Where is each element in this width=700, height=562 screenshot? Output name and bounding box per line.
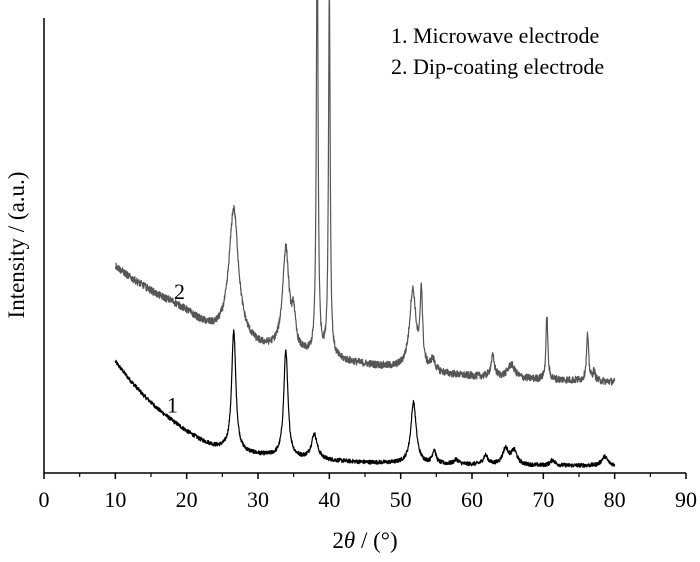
series-2-tag: 2 [174, 279, 185, 304]
series-1-line [114, 329, 616, 468]
x-tick-labels: 0 10 20 30 40 50 60 70 80 90 [39, 487, 698, 512]
series-2-line [114, 0, 616, 386]
x-tick-label: 70 [532, 487, 554, 512]
series-1-tag: 1 [167, 393, 178, 418]
x-tick-label: 60 [461, 487, 483, 512]
x-tick-label: 0 [39, 487, 50, 512]
x-tick-label: 80 [604, 487, 626, 512]
x-tick-label: 90 [675, 487, 697, 512]
legend-entry-1: 1. Microwave electrode [391, 23, 599, 48]
x-tick-marks [43, 473, 687, 479]
x-axis-label-prefix: 2 [332, 528, 344, 553]
legend: 1. Microwave electrode 2. Dip-coating el… [391, 23, 604, 79]
legend-entry-2: 2. Dip-coating electrode [391, 54, 604, 79]
y-axis-label: Intensity / (a.u.) [4, 172, 29, 319]
x-axis-label-symbol: θ [344, 528, 355, 553]
x-tick-label: 40 [318, 487, 340, 512]
x-tick-label: 20 [176, 487, 198, 512]
x-tick-label: 30 [247, 487, 269, 512]
x-tick-label: 50 [390, 487, 412, 512]
x-tick-label: 10 [104, 487, 126, 512]
series-layer: 12 [114, 0, 616, 468]
x-axis-label-unit: / (°) [355, 528, 397, 553]
x-axis-label: 2θ / (°) [332, 528, 397, 553]
